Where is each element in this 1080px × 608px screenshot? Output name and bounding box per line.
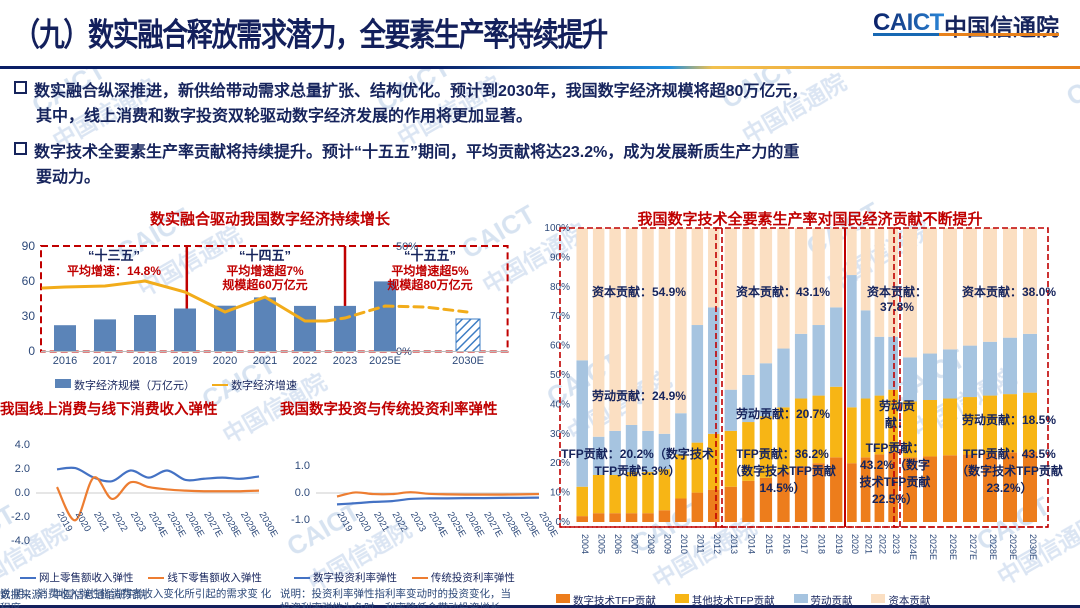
svg-text:2017: 2017 [93,355,117,367]
svg-text:2013: 2013 [729,534,739,554]
svg-text:30: 30 [22,309,36,323]
svg-text:2007: 2007 [630,534,640,554]
svg-text:2016: 2016 [782,534,792,554]
svg-text:2030E: 2030E [536,510,559,539]
svg-text:2027E: 2027E [968,534,978,560]
svg-text:2020: 2020 [353,510,373,534]
svg-text:2030E: 2030E [256,510,279,539]
svg-text:0.0: 0.0 [15,487,30,499]
svg-text:2018: 2018 [133,355,157,367]
svg-text:2010: 2010 [679,534,689,554]
svg-text:2008: 2008 [646,534,656,554]
svg-text:规模超60万亿元: 规模超60万亿元 [222,277,307,292]
svg-text:2024E: 2024E [908,534,918,560]
svg-text:2009: 2009 [662,534,672,554]
svg-text:平均增速超7%: 平均增速超7% [226,263,304,278]
svg-text:-4.0: -4.0 [11,535,30,547]
svg-text:2019: 2019 [173,355,197,367]
svg-text:2019: 2019 [334,510,354,534]
svg-text:2025E: 2025E [928,534,938,560]
svg-text:-2.0: -2.0 [11,511,30,523]
svg-text:2030E: 2030E [452,355,484,367]
svg-text:2020: 2020 [850,534,860,554]
svg-text:100%: 100% [544,223,570,234]
svg-text:2028E: 2028E [988,534,998,560]
svg-text:“十三五”: “十三五” [88,248,140,263]
svg-text:2023: 2023 [128,510,148,534]
svg-text:0.0: 0.0 [295,487,310,499]
svg-text:2030E: 2030E [1028,534,1038,560]
svg-text:2021: 2021 [371,510,391,534]
svg-text:2025E: 2025E [369,355,401,367]
svg-text:2006: 2006 [613,534,623,554]
svg-text:2017: 2017 [799,534,809,554]
svg-text:2021: 2021 [91,510,111,534]
svg-text:2016: 2016 [53,355,77,367]
svg-text:2021: 2021 [253,355,277,367]
svg-text:2011: 2011 [695,534,705,553]
svg-text:2019: 2019 [834,534,844,554]
svg-text:-1.0: -1.0 [291,514,310,526]
svg-text:90: 90 [22,239,36,253]
svg-text:2020: 2020 [73,510,93,534]
svg-text:1.0: 1.0 [295,460,310,472]
svg-text:2.0: 2.0 [15,463,30,475]
svg-text:2022: 2022 [293,355,317,367]
svg-text:平均增速：14.8%: 平均增速：14.8% [67,263,161,278]
svg-text:2018: 2018 [817,534,827,554]
svg-text:2005: 2005 [597,534,607,554]
svg-text:规模超80万亿元: 规模超80万亿元 [387,277,472,292]
svg-text:2022: 2022 [877,534,887,554]
svg-text:2029E: 2029E [1008,534,1018,560]
svg-text:2023: 2023 [333,355,357,367]
svg-text:4.0: 4.0 [15,439,30,451]
svg-text:0: 0 [28,344,35,358]
svg-text:2004: 2004 [580,534,590,554]
svg-text:2015: 2015 [764,534,774,554]
svg-text:60: 60 [22,274,36,288]
svg-text:2012: 2012 [712,534,722,554]
svg-text:平均增速超5%: 平均增速超5% [391,263,469,278]
svg-text:2022: 2022 [390,510,410,534]
svg-text:2023: 2023 [891,534,901,554]
svg-text:2014: 2014 [746,534,756,554]
svg-text:2020: 2020 [213,355,237,367]
svg-text:2022: 2022 [110,510,130,534]
svg-text:2019: 2019 [54,510,74,534]
svg-text:2021: 2021 [864,534,874,554]
svg-text:“十五五”: “十五五” [404,248,456,263]
svg-text:2023: 2023 [408,510,428,534]
svg-text:“十四五”: “十四五” [239,248,291,263]
svg-text:2026E: 2026E [948,534,958,560]
